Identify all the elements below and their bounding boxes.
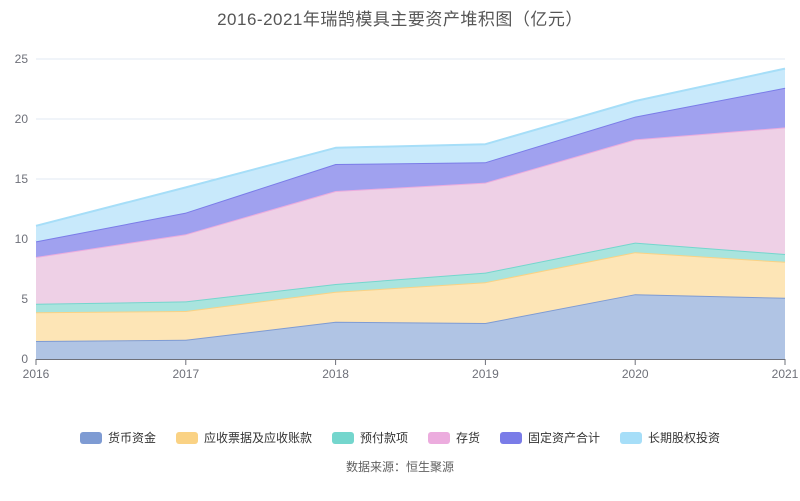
data-source: 数据来源：恒生聚源 (345, 460, 454, 474)
legend-label-2: 预付款项 (359, 431, 408, 445)
legend-label-1: 应收票据及应收账款 (203, 431, 312, 445)
legend-item-3[interactable]: 存货 (428, 429, 480, 446)
y-tick-label-5: 5 (21, 292, 28, 306)
legend-swatch-5 (620, 431, 643, 444)
y-tick-label-0: 0 (21, 352, 28, 366)
area-line-5 (35, 67, 786, 227)
x-tick-label-2018: 2018 (322, 367, 349, 381)
legend-item-0[interactable]: 货币资金 (79, 429, 156, 446)
x-tick-label-2020: 2020 (622, 367, 649, 381)
area-band-3 (36, 127, 785, 304)
y-tick-label-10: 10 (15, 232, 29, 246)
area-band-4 (36, 87, 785, 257)
legend-swatch-0 (79, 431, 102, 444)
x-tick-label-2017: 2017 (172, 367, 199, 381)
stacked-area-chart: 2016 2017 2018 2019 2020 2021 0 5 10 15 20 25 (15, 52, 799, 381)
legend-swatch-3 (428, 431, 450, 444)
legend-label-0: 货币资金 (107, 431, 156, 445)
area-band-0 (36, 294, 785, 359)
legend-item-2[interactable]: 预付款项 (331, 429, 408, 446)
area-band-5 (36, 68, 785, 242)
legend-label-4: 固定资产合计 (528, 431, 601, 445)
legend-label-5: 长期股权投资 (648, 431, 721, 445)
legend-swatch-4 (500, 431, 523, 444)
legend-item-1[interactable]: 应收票据及应收账款 (175, 429, 312, 446)
legend-swatch-1 (175, 431, 198, 444)
legend-label-3: 存货 (456, 431, 481, 445)
legend-swatch-2 (331, 431, 354, 444)
chart-title: 2016-2021年瑞鹄模具主要资产堆积图（亿元） (217, 10, 583, 29)
y-tick-label-15: 15 (15, 172, 29, 186)
legend-item-5[interactable]: 长期股权投资 (620, 429, 720, 446)
chart-legend: 货币资金 应收票据及应收账款 预付款项 存货 固定资产合计 长期股权投资 (0, 429, 800, 446)
x-tick-label-2019: 2019 (472, 367, 499, 381)
x-tick-label-2016: 2016 (23, 367, 50, 381)
y-tick-label-20: 20 (15, 112, 29, 126)
x-tick-label-2021: 2021 (772, 367, 799, 381)
area-band-2 (36, 242, 785, 313)
y-tick-label-25: 25 (15, 52, 29, 66)
area-band-1 (36, 252, 785, 341)
legend-item-4[interactable]: 固定资产合计 (500, 429, 600, 446)
